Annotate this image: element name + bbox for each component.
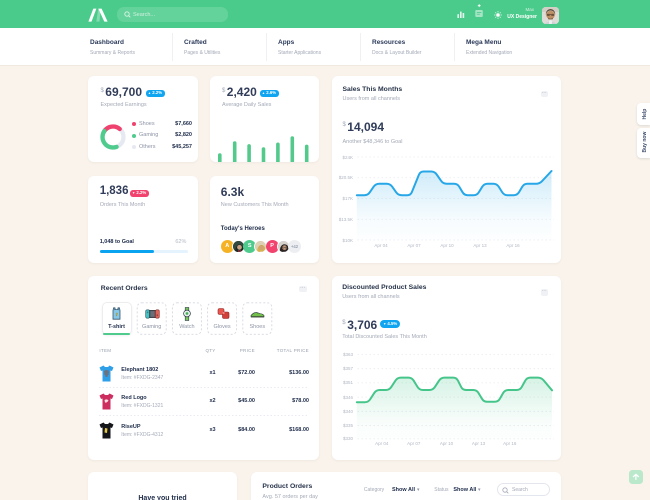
svg-text:Help: Help: [641, 109, 647, 120]
svg-text:Buy now: Buy now: [641, 132, 647, 153]
